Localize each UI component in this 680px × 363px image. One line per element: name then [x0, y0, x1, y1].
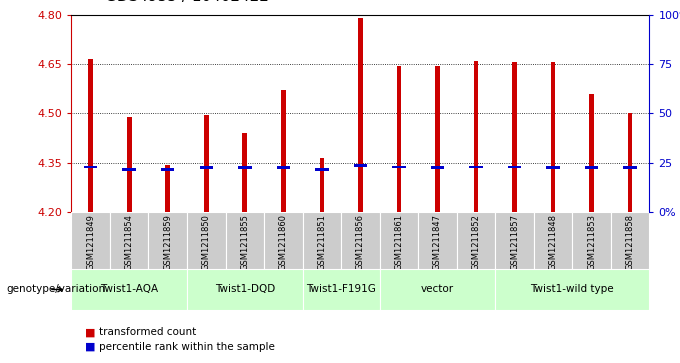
Bar — [534, 212, 573, 269]
Text: Twist1-DQD: Twist1-DQD — [215, 285, 275, 294]
Bar — [110, 212, 148, 269]
Bar — [303, 212, 341, 269]
Bar — [379, 212, 418, 269]
Bar — [457, 212, 495, 269]
Bar — [341, 212, 379, 269]
Bar — [551, 62, 556, 212]
Text: GSM1211860: GSM1211860 — [279, 214, 288, 270]
Bar — [315, 168, 328, 171]
Text: ■: ■ — [85, 327, 95, 337]
Bar — [392, 166, 406, 168]
Bar — [88, 59, 93, 212]
Text: GSM1211847: GSM1211847 — [433, 214, 442, 270]
Bar — [573, 212, 611, 269]
Bar — [71, 212, 110, 269]
Bar — [204, 115, 209, 212]
Text: GSM1211853: GSM1211853 — [587, 214, 596, 270]
Text: GSM1211855: GSM1211855 — [240, 214, 250, 270]
Text: GDS4955 / 10402422: GDS4955 / 10402422 — [105, 0, 269, 4]
Bar — [187, 269, 303, 310]
Text: GSM1211857: GSM1211857 — [510, 214, 519, 270]
Text: Twist1-F191G: Twist1-F191G — [306, 285, 376, 294]
Bar — [84, 166, 97, 168]
Text: Twist1-wild type: Twist1-wild type — [530, 285, 614, 294]
Text: GSM1211850: GSM1211850 — [202, 214, 211, 270]
Text: GSM1211854: GSM1211854 — [124, 214, 134, 270]
Bar — [358, 18, 362, 212]
Bar — [243, 133, 247, 212]
Bar — [226, 212, 264, 269]
Text: GSM1211861: GSM1211861 — [394, 214, 403, 270]
Bar — [320, 158, 324, 212]
Bar — [148, 212, 187, 269]
Bar — [624, 166, 637, 168]
Text: GSM1211848: GSM1211848 — [549, 214, 558, 270]
Bar — [474, 61, 478, 212]
Bar — [264, 212, 303, 269]
Text: vector: vector — [421, 285, 454, 294]
Bar — [127, 117, 131, 212]
Bar — [430, 166, 444, 168]
Text: GSM1211851: GSM1211851 — [318, 214, 326, 270]
Bar — [71, 269, 187, 310]
Text: transformed count: transformed count — [99, 327, 196, 337]
Bar — [354, 164, 367, 167]
Bar — [379, 269, 495, 310]
Bar — [238, 166, 252, 168]
Bar — [611, 212, 649, 269]
Text: GSM1211856: GSM1211856 — [356, 214, 365, 270]
Bar — [122, 168, 136, 171]
Bar — [495, 212, 534, 269]
Text: ■: ■ — [85, 342, 95, 352]
Text: GSM1211852: GSM1211852 — [471, 214, 481, 270]
Bar — [435, 66, 440, 212]
Bar — [585, 166, 598, 168]
Bar — [628, 114, 632, 212]
Bar — [199, 166, 213, 168]
Bar — [396, 66, 401, 212]
Bar — [187, 212, 226, 269]
Bar — [161, 168, 175, 171]
Bar — [277, 166, 290, 168]
Bar — [165, 164, 170, 212]
Text: GSM1211858: GSM1211858 — [626, 214, 634, 270]
Bar — [546, 166, 560, 168]
Bar — [508, 166, 522, 168]
Bar — [281, 90, 286, 212]
Text: percentile rank within the sample: percentile rank within the sample — [99, 342, 275, 352]
Bar — [495, 269, 649, 310]
Text: Twist1-AQA: Twist1-AQA — [100, 285, 158, 294]
Text: genotype/variation: genotype/variation — [7, 285, 106, 294]
Bar — [418, 212, 457, 269]
Text: GSM1211849: GSM1211849 — [86, 214, 95, 270]
Bar — [512, 62, 517, 212]
Bar — [469, 166, 483, 168]
Text: GSM1211859: GSM1211859 — [163, 214, 172, 270]
Bar — [303, 269, 379, 310]
Bar — [590, 94, 594, 212]
